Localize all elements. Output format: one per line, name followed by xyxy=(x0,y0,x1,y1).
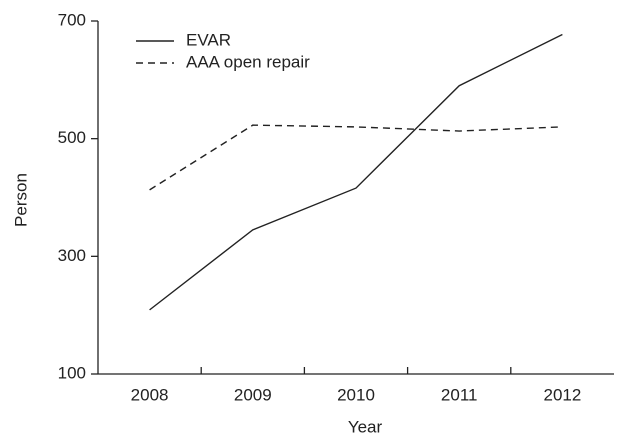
line-series xyxy=(149,124,563,191)
x-tick-label: 2009 xyxy=(234,385,272,404)
y-axis-label: Person xyxy=(11,173,30,227)
y-tick-label: 300 xyxy=(58,246,86,265)
x-tick-label: 2011 xyxy=(441,385,478,404)
legend-label: AAA open repair xyxy=(186,52,310,71)
y-tick-label: 700 xyxy=(58,10,86,29)
line-series xyxy=(149,33,563,311)
x-tick-label: 2008 xyxy=(131,385,169,404)
x-tick-label: 2010 xyxy=(337,385,375,404)
legend-label: EVAR xyxy=(186,30,231,49)
y-tick-label: 500 xyxy=(58,128,86,147)
x-axis-label: Year xyxy=(348,417,383,436)
y-tick-label: 100 xyxy=(58,363,86,382)
x-tick-label: 2012 xyxy=(543,385,581,404)
